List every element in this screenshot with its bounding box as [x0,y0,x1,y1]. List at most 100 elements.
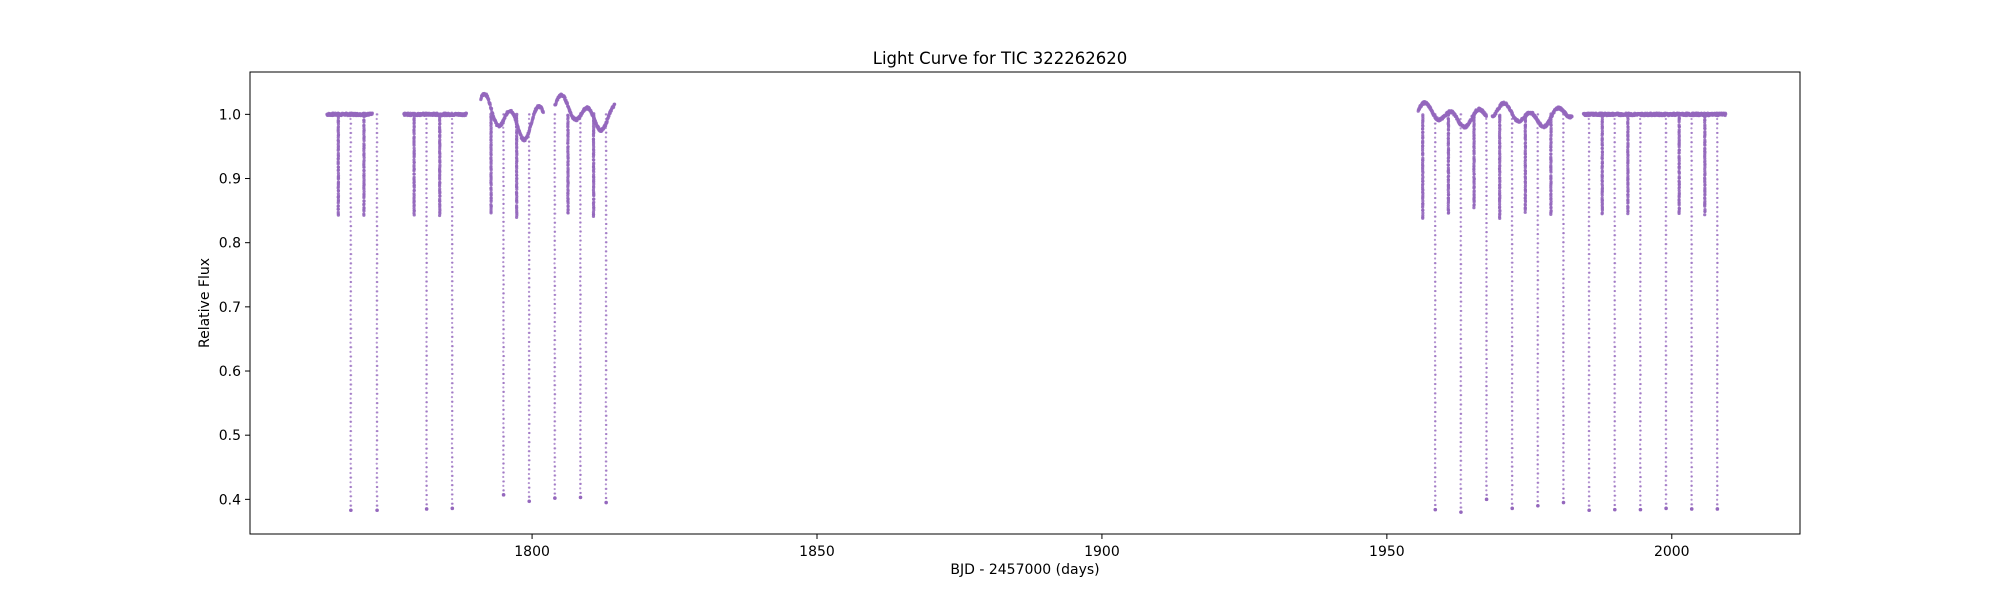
data-point [1536,348,1539,351]
data-point [553,424,556,427]
data-point [375,220,378,223]
data-point [451,298,454,301]
data-point [350,364,353,367]
data-point [1677,195,1681,199]
data-point [1472,172,1476,176]
data-point [1523,138,1528,142]
data-point [425,350,428,353]
data-point [376,327,379,330]
data-point [502,144,505,147]
data-point [1433,322,1437,325]
data-point [502,189,505,192]
data-point [527,354,531,357]
data-point [1498,164,1502,169]
data-point [605,460,608,463]
data-point [425,150,429,153]
data-point [375,117,378,121]
data-point [375,360,378,363]
data-point [1485,208,1488,211]
data-point [1485,203,1488,207]
data-point [451,307,454,311]
data-point [502,296,505,299]
data-point [375,490,378,493]
data-point [1536,265,1539,268]
data-point [528,149,531,152]
data-point [425,275,428,278]
data-point [605,186,608,189]
data-point [450,145,454,148]
chart-title: Light Curve for TIC 322262620 [873,49,1127,68]
data-point [425,220,428,223]
data-point [336,171,340,175]
data-point [1434,485,1437,488]
data-point [502,149,506,152]
data-point [450,136,454,139]
data-point [1485,212,1488,216]
data-point [605,222,608,226]
data-point [502,332,505,335]
data-point [1485,489,1488,492]
data-point [489,106,494,111]
data-point [1485,339,1489,342]
data-point [1703,127,1707,131]
data-point [1485,231,1488,234]
data-point [349,481,352,484]
data-point [362,165,366,169]
data-point [1460,440,1463,444]
data-point [553,235,556,238]
data-point [1459,127,1462,130]
data-point [502,386,505,389]
data-point [1485,176,1488,179]
data-point [425,261,429,265]
data-point [1600,176,1604,180]
data-point [1536,503,1540,508]
data-point [1434,234,1437,237]
data-point [1537,168,1540,171]
data-point [502,328,506,331]
data-point [451,446,454,450]
data-point [528,349,531,353]
data-point [349,211,352,214]
data-point [349,416,352,419]
data-point [1549,212,1553,217]
data-point [451,502,454,505]
data-point [425,145,428,148]
data-point [1510,470,1514,473]
data-point [1460,122,1463,125]
data-point [350,495,353,498]
data-point [1510,247,1514,250]
data-point [528,240,531,243]
data-point [425,113,429,116]
data-point [376,448,379,451]
data-point [349,360,352,363]
data-point [1536,454,1540,457]
data-point [502,354,506,358]
data-point [425,308,429,311]
data-point [579,473,582,476]
data-point [527,363,531,366]
data-point [375,201,378,204]
data-point [604,400,607,404]
data-point [1434,187,1437,190]
data-point [502,122,505,125]
data-point [1510,238,1513,241]
data-point [1511,168,1514,172]
data-point [1433,266,1437,269]
data-point [1459,417,1462,420]
data-point [553,433,556,436]
data-point [1511,456,1514,459]
data-point [579,144,582,147]
data-point [1511,317,1514,320]
data-point [349,280,353,284]
data-point [604,455,608,458]
data-point [502,404,505,407]
data-point [412,125,416,129]
data-point [489,211,493,215]
data-point [375,341,378,344]
data-point [554,311,557,315]
data-point [1459,295,1462,298]
data-point [1536,274,1539,277]
data-point [1510,349,1513,352]
data-point [1626,212,1630,216]
data-point [1433,359,1437,362]
